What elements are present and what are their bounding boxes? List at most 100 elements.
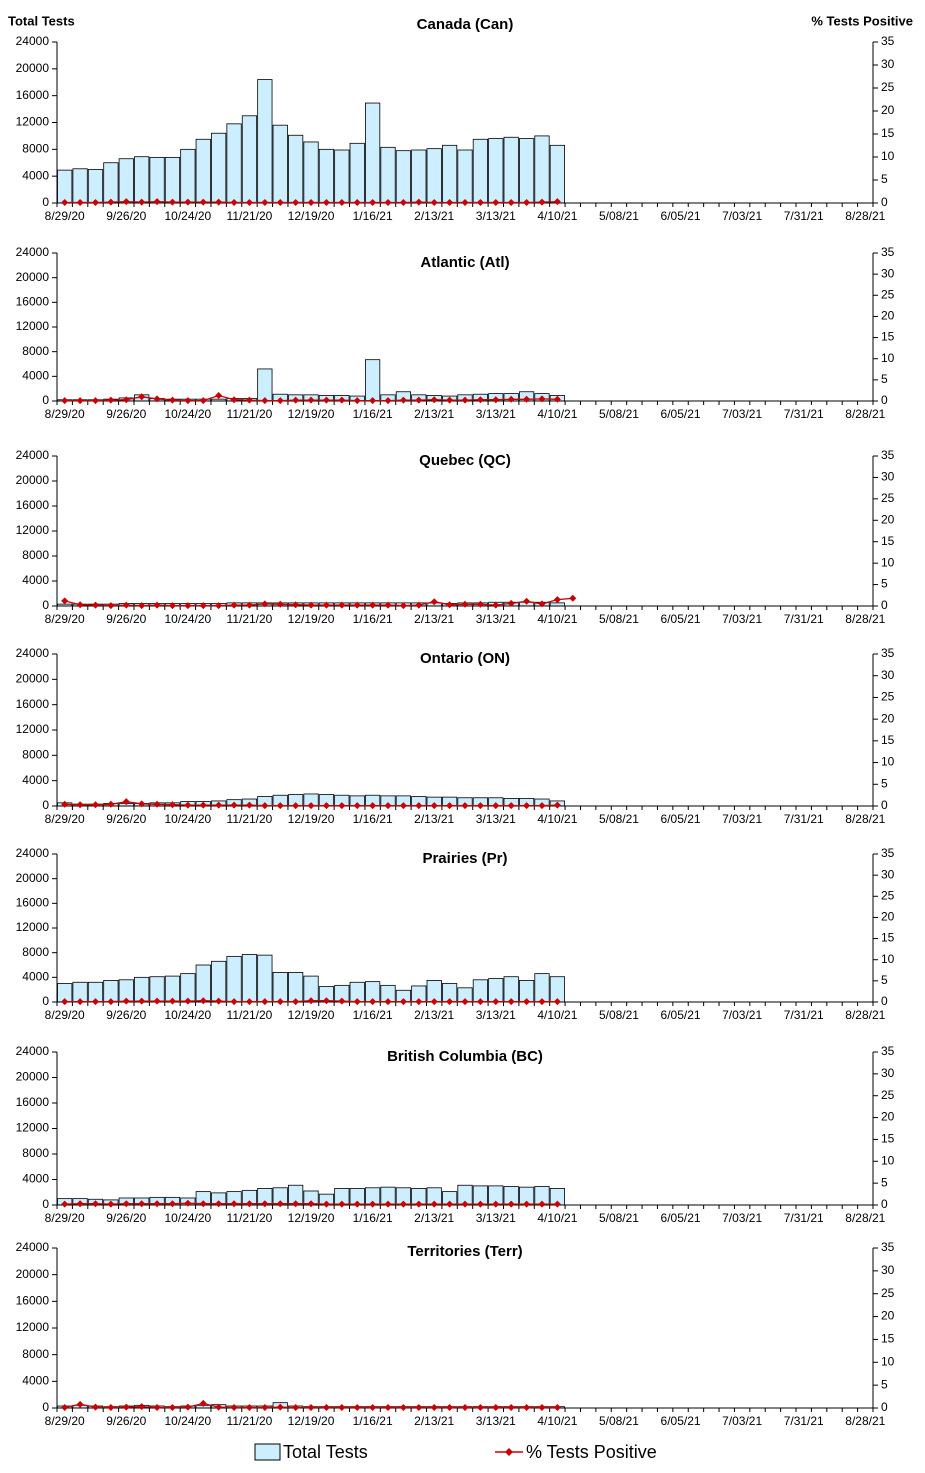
line-marker (553, 1200, 561, 1208)
line-marker (76, 1200, 84, 1208)
y-tick-label: 4000 (22, 1374, 49, 1388)
y2-tick-label: 20 (881, 1110, 895, 1124)
line-marker (184, 997, 192, 1005)
bar (87, 169, 104, 204)
y-tick-label: 20000 (16, 672, 50, 686)
x-tick-label: 7/31/21 (784, 209, 824, 223)
y2-tick-label: 35 (881, 1240, 895, 1254)
line-marker (492, 199, 500, 207)
line-marker (384, 998, 392, 1006)
x-tick-label: 8/29/20 (45, 1211, 85, 1225)
line-marker (76, 199, 84, 207)
y-tick-label: 12000 (16, 319, 50, 333)
x-tick-label: 6/05/21 (661, 1414, 701, 1428)
x-tick-label: 11/21/20 (227, 1211, 273, 1225)
x-tick-label: 8/28/21 (845, 612, 885, 626)
line-marker (399, 802, 407, 810)
line-marker (553, 1404, 561, 1412)
line-marker (122, 396, 130, 404)
x-tick-label: 2/13/21 (414, 407, 454, 421)
line-marker (199, 397, 207, 405)
line-marker (430, 199, 438, 207)
line-marker (107, 602, 115, 610)
line-marker (415, 802, 423, 810)
line-marker (523, 395, 531, 403)
y-tick-label: 24000 (16, 448, 50, 462)
line-marker (138, 602, 146, 610)
line-marker (91, 601, 99, 609)
line-marker (168, 1404, 176, 1412)
line-marker (199, 1200, 207, 1208)
line-marker (307, 997, 315, 1005)
line-marker (523, 1404, 531, 1412)
line-marker (215, 1200, 223, 1208)
bar (318, 148, 335, 204)
line-marker (569, 594, 577, 602)
line-marker (307, 396, 315, 404)
y-tick-label: 0 (42, 1400, 49, 1414)
y2-tick-label: 20 (881, 910, 895, 924)
x-tick-label: 7/31/21 (784, 1008, 824, 1022)
x-tick-label: 11/21/20 (227, 407, 273, 421)
legend-bar-swatch (254, 1443, 281, 1461)
x-tick-label: 12/19/20 (288, 1008, 335, 1022)
line-marker (384, 199, 392, 207)
x-tick-label: 10/24/20 (165, 1211, 212, 1225)
line-marker (430, 1404, 438, 1412)
y2-tick-label: 25 (881, 491, 895, 505)
y2-tick-label: 20 (881, 512, 895, 526)
line-marker (492, 998, 500, 1006)
x-tick-label: 9/26/20 (106, 812, 146, 826)
line-marker (215, 801, 223, 809)
x-tick-label: 8/28/21 (845, 1211, 885, 1225)
y2-tick-label: 5 (881, 1175, 888, 1189)
x-tick-label: 2/13/21 (414, 1008, 454, 1022)
x-tick-label: 8/28/21 (845, 407, 885, 421)
y-tick-label: 24000 (16, 1044, 50, 1058)
line-marker (369, 802, 377, 810)
line-marker (199, 997, 207, 1005)
line-marker (199, 602, 207, 610)
y-tick-label: 16000 (16, 1294, 50, 1308)
x-tick-label: 7/31/21 (784, 1211, 824, 1225)
line-marker (507, 395, 515, 403)
y-tick-label: 24000 (16, 846, 50, 860)
y2-tick-label: 5 (881, 172, 888, 186)
line-marker (199, 198, 207, 206)
y-tick-label: 16000 (16, 896, 50, 910)
line-marker (122, 798, 130, 806)
line-marker (276, 998, 284, 1006)
line-marker (168, 602, 176, 610)
x-tick-label: 5/08/21 (599, 1414, 639, 1428)
x-tick-label: 9/26/20 (106, 407, 146, 421)
line-marker (230, 1404, 238, 1412)
line-marker (538, 1200, 546, 1208)
line-marker (276, 199, 284, 207)
line-marker (507, 1200, 515, 1208)
line-marker (461, 396, 469, 404)
line-marker (322, 1404, 330, 1412)
line-marker (230, 1200, 238, 1208)
y2-tick-label: 15 (881, 534, 895, 548)
bar (411, 149, 427, 204)
x-tick-label: 4/10/21 (537, 1211, 577, 1225)
y2-tick-label: 0 (881, 1197, 888, 1211)
line-marker (492, 396, 500, 404)
line-marker (384, 1404, 392, 1412)
line-marker (338, 396, 346, 404)
y-tick-label: 0 (42, 994, 49, 1008)
bar (57, 169, 73, 204)
y-tick-label: 12000 (16, 523, 50, 537)
line-marker (384, 397, 392, 405)
line-marker (184, 397, 192, 405)
x-tick-label: 1/16/21 (353, 1414, 393, 1428)
bar (472, 138, 488, 204)
x-tick-label: 8/28/21 (845, 209, 885, 223)
y2-axis-label: % Tests Positive (811, 13, 913, 28)
line-marker (523, 199, 531, 207)
line-marker (138, 393, 146, 401)
x-tick-label: 2/13/21 (414, 209, 454, 223)
bar (103, 162, 119, 204)
